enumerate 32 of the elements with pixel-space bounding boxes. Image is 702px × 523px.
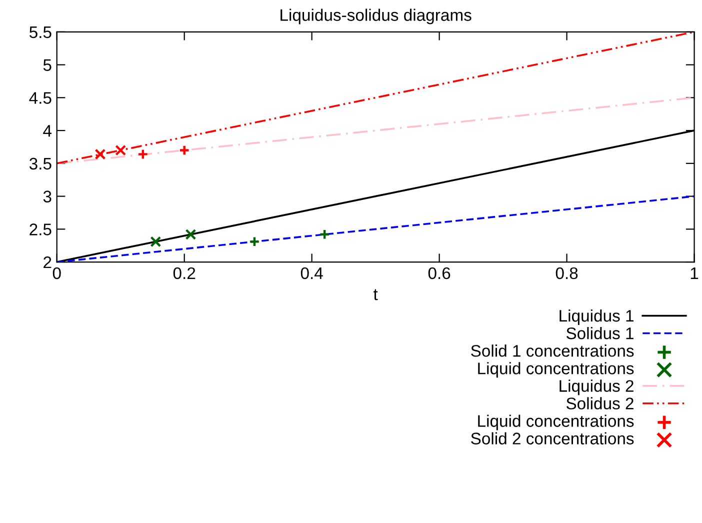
- y-tick-label: 2.5: [30, 224, 52, 236]
- legend-label: Liquid concentrations: [478, 362, 634, 378]
- point: [115, 144, 126, 156]
- point: [185, 228, 196, 240]
- legend-label: Solidus 1: [566, 327, 634, 340]
- point: [178, 144, 190, 156]
- x-tick-label: 0.2: [173, 267, 196, 280]
- point: [319, 228, 330, 240]
- x-axis-title: t: [374, 289, 378, 300]
- chart-title: Liquidus-solidus diagrams: [280, 8, 472, 24]
- legend-label: Solid 2 concentrations: [471, 432, 634, 444]
- legend-label: Solid 1 concentrations: [471, 344, 634, 357]
- y-tick-label: 2: [44, 256, 52, 268]
- x-tick-label: 0: [52, 267, 61, 280]
- point: [248, 236, 260, 248]
- legend-label: Liquid concentrations: [478, 414, 634, 430]
- point: [137, 148, 148, 160]
- legend-label: Liquidus 2: [560, 380, 634, 396]
- y-tick-label: 4.5: [29, 92, 52, 104]
- legend-label: Solidus 2: [566, 397, 634, 410]
- y-tick-label: 5: [43, 59, 52, 71]
- x-tick-label: 1: [690, 267, 698, 279]
- y-tick-label: 5.5: [30, 26, 52, 38]
- point: [150, 236, 162, 248]
- x-tick-label: 0.4: [300, 267, 323, 280]
- y-tick-label: 3: [43, 190, 52, 202]
- y-tick-label: 4: [43, 125, 52, 137]
- x-tick-label: 0.6: [428, 267, 450, 280]
- x-tick-label: 0.8: [556, 267, 578, 280]
- point: [94, 148, 106, 160]
- y-tick-label: 3.5: [29, 158, 52, 170]
- legend-label: Liquidus 1: [560, 309, 634, 326]
